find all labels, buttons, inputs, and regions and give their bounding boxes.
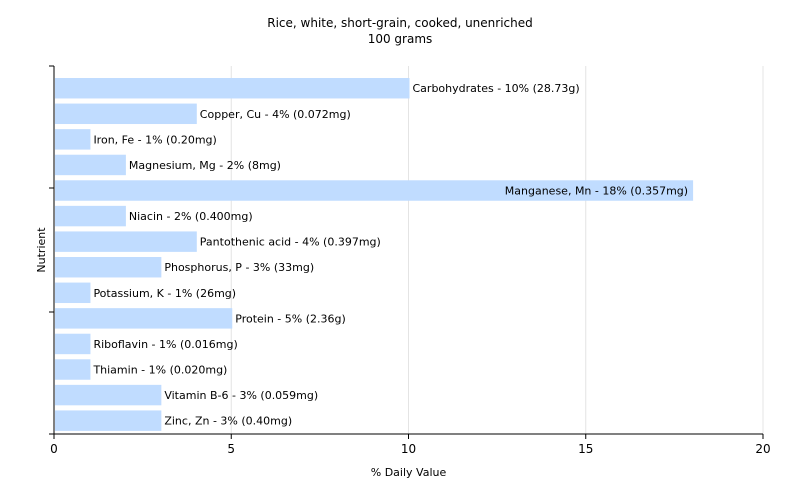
x-tick-label: 0 bbox=[50, 442, 58, 456]
bar bbox=[55, 205, 126, 227]
bar-label: Zinc, Zn - 3% (0.40mg) bbox=[164, 415, 292, 428]
bar bbox=[55, 180, 694, 201]
bar bbox=[55, 257, 162, 278]
bar bbox=[55, 282, 91, 304]
bar bbox=[55, 154, 126, 176]
bar bbox=[55, 384, 162, 406]
bar-label: Vitamin B-6 - 3% (0.059mg) bbox=[164, 389, 318, 402]
bar-label: Copper, Cu - 4% (0.072mg) bbox=[200, 108, 351, 121]
bar-label: Protein - 5% (2.36g) bbox=[235, 312, 346, 325]
bar-label: Potassium, K - 1% (26mg) bbox=[93, 287, 236, 300]
bar-label: Thiamin - 1% (0.020mg) bbox=[92, 364, 227, 377]
bar bbox=[55, 103, 197, 125]
bars: Carbohydrates - 10% (28.73g) Copper, Cu -… bbox=[55, 78, 694, 431]
bar bbox=[55, 129, 91, 150]
bar-label: Iron, Fe - 1% (0.20mg) bbox=[93, 133, 216, 146]
x-tick-label: 15 bbox=[578, 442, 593, 456]
chart-title: Rice, white, short-grain, cooked, unenri… bbox=[267, 16, 533, 30]
bar-label: Niacin - 2% (0.400mg) bbox=[129, 210, 253, 223]
bar bbox=[55, 333, 91, 355]
x-tick-label: 20 bbox=[755, 442, 770, 456]
x-axis-title: % Daily Value bbox=[371, 466, 447, 479]
bar-label: Riboflavin - 1% (0.016mg) bbox=[93, 338, 237, 351]
bar-label: Phosphorus, P - 3% (33mg) bbox=[164, 261, 314, 274]
chart-title-block: Rice, white, short-grain, cooked, unenri… bbox=[0, 15, 800, 47]
bar bbox=[55, 359, 91, 380]
gridlines bbox=[230, 66, 764, 434]
bar-label: Manganese, Mn - 18% (0.357mg) bbox=[505, 185, 688, 198]
x-axis-ticks: 0 5 10 15 20 bbox=[50, 434, 771, 456]
bar bbox=[55, 78, 410, 99]
bar bbox=[55, 231, 197, 252]
x-tick-label: 5 bbox=[227, 442, 235, 456]
bar bbox=[55, 308, 233, 329]
chart-subtitle: 100 grams bbox=[367, 32, 433, 46]
bar-label: Pantothenic acid - 4% (0.397mg) bbox=[200, 236, 381, 249]
x-tick-label: 10 bbox=[401, 442, 416, 456]
bar bbox=[55, 410, 162, 431]
y-axis-title: Nutrient bbox=[35, 227, 48, 273]
bar-label: Magnesium, Mg - 2% (8mg) bbox=[129, 159, 281, 172]
bar-label: Carbohydrates - 10% (28.73g) bbox=[413, 82, 580, 95]
